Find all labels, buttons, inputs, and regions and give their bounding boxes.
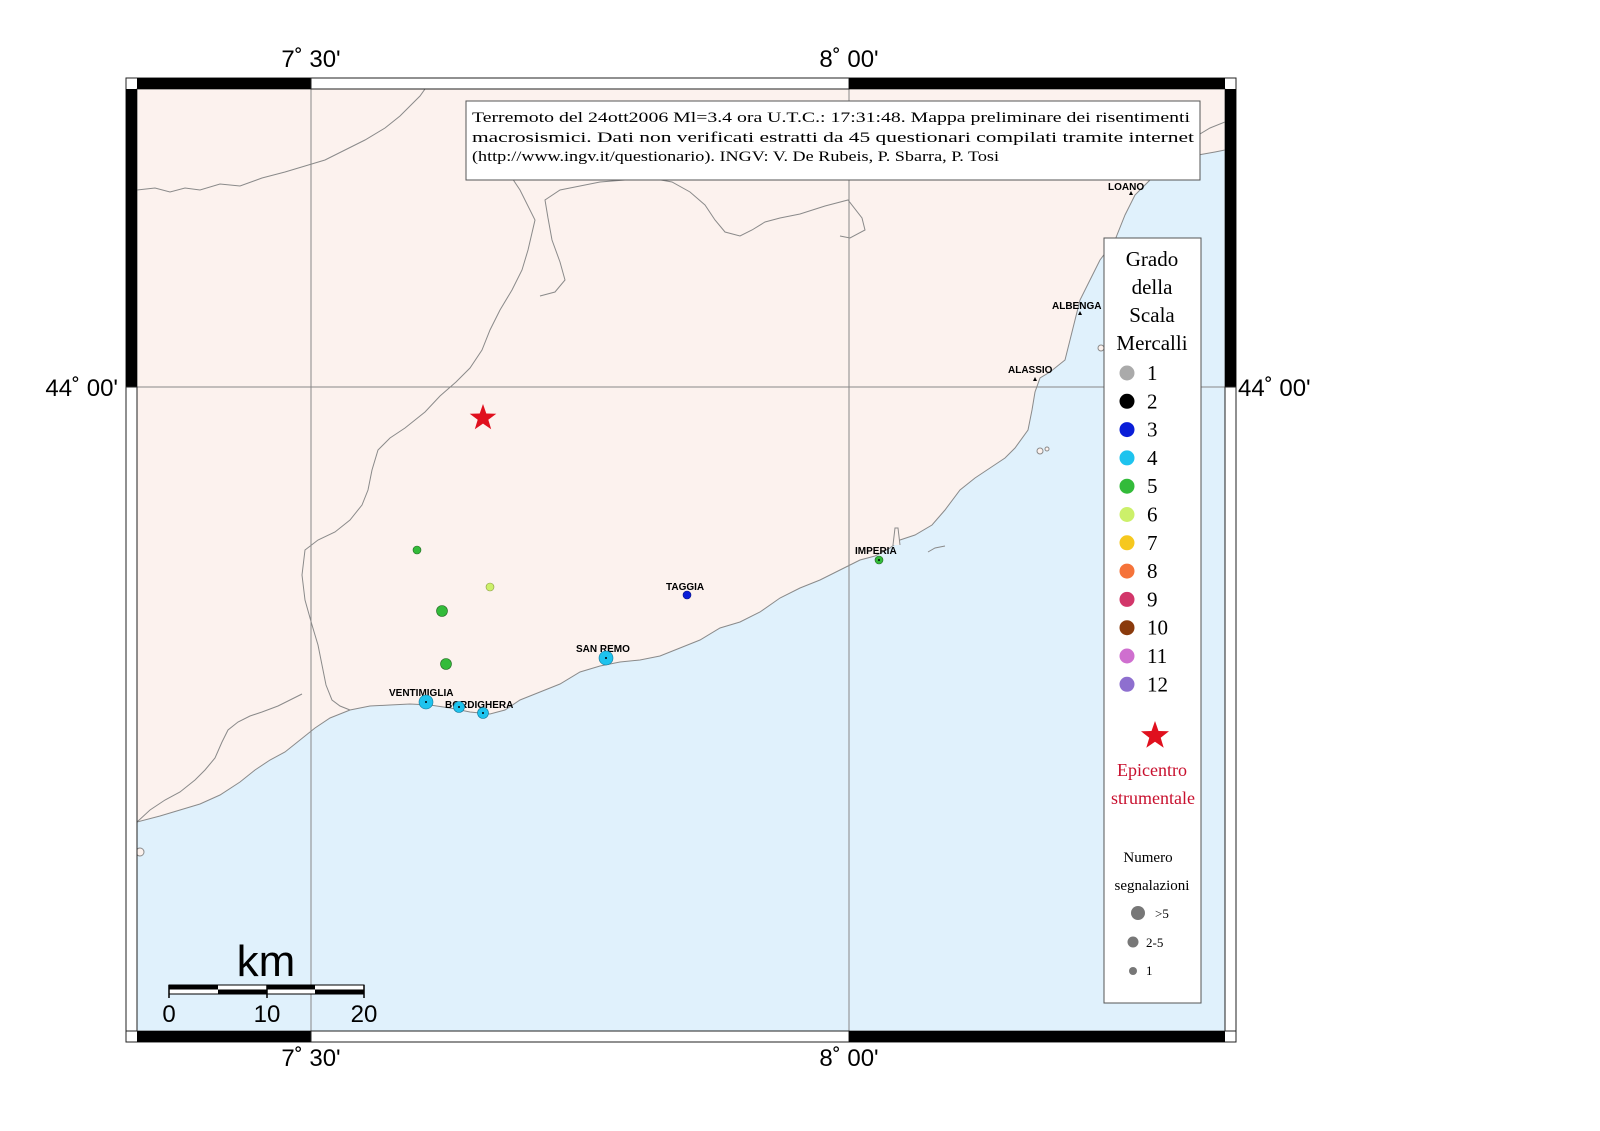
scale-bar: km 0 10 20 bbox=[162, 937, 377, 1028]
legend-count-dot-medium bbox=[1127, 936, 1139, 948]
lat-label-right: 44˚ 00' bbox=[1238, 375, 1311, 402]
legend-epicenter-label-line2: strumentale bbox=[1111, 788, 1195, 808]
town-label-sanremo: SAN REMO bbox=[576, 644, 630, 655]
lon-label-top-730: 7˚ 30' bbox=[281, 46, 340, 73]
legend-title-line2: della bbox=[1132, 275, 1173, 299]
info-box: Terremoto del 24ott2006 Ml=3.4 ora U.T.C… bbox=[465, 100, 1201, 181]
town-marker-alassio bbox=[1033, 377, 1037, 381]
town-marker-loano bbox=[1129, 191, 1133, 195]
town-marker-albenga bbox=[1078, 311, 1082, 315]
legend-grade-dot-3 bbox=[1119, 422, 1135, 438]
lon-label-bottom-730: 7˚ 30' bbox=[281, 1045, 340, 1072]
harbour-pier bbox=[892, 527, 901, 546]
town-label-albenga: ALBENGA bbox=[1052, 301, 1101, 312]
legend-grade-label-12: 12 bbox=[1147, 672, 1168, 696]
legend-grade-dot-6 bbox=[1119, 507, 1135, 522]
obs-point-grade3 bbox=[682, 590, 692, 600]
legend-count-label-medium: 2-5 bbox=[1146, 935, 1163, 950]
coast-detail bbox=[927, 545, 946, 553]
legend-grade-label-5: 5 bbox=[1147, 474, 1158, 498]
legend-grade-dot-10 bbox=[1119, 620, 1135, 636]
town-label-loano: LOANO bbox=[1108, 182, 1144, 193]
scale-bar-tick-20: 20 bbox=[351, 1001, 378, 1028]
legend-grade-label-7: 7 bbox=[1147, 531, 1158, 555]
islet bbox=[137, 847, 145, 857]
town-label-imperia: IMPERIA bbox=[855, 546, 897, 557]
legend-grade-label-6: 6 bbox=[1147, 503, 1158, 527]
legend-epicenter-label-line1: Epicentro bbox=[1117, 760, 1187, 780]
lon-label-top-800: 8˚ 00' bbox=[819, 46, 878, 73]
legend-grade-label-11: 11 bbox=[1147, 644, 1167, 668]
legend-title-line4: Mercalli bbox=[1116, 331, 1187, 355]
info-text-line2: macrosismici. Dati non verificati estrat… bbox=[472, 130, 1194, 146]
obs-point-grade6 bbox=[485, 582, 495, 592]
observation-points bbox=[412, 545, 884, 719]
lon-label-bottom-800: 8˚ 00' bbox=[819, 1045, 878, 1072]
town-label-ventimiglia: VENTIMIGLIA bbox=[389, 688, 453, 699]
legend-grade-dot-1 bbox=[1119, 365, 1135, 381]
legend-title-line1: Grado bbox=[1126, 247, 1178, 271]
legend-count-dot-small bbox=[1129, 967, 1137, 975]
legend-grade-label-8: 8 bbox=[1147, 559, 1158, 583]
scale-bar-unit: km bbox=[237, 937, 296, 986]
legend-count-dot-large bbox=[1131, 906, 1145, 920]
legend-grade-dot-12 bbox=[1119, 676, 1135, 692]
legend-grade-label-1: 1 bbox=[1147, 361, 1158, 385]
legend-count-label-large: >5 bbox=[1155, 906, 1169, 921]
obs-point-grade5 bbox=[412, 545, 422, 555]
info-text-line1: Terremoto del 24ott2006 Ml=3.4 ora U.T.C… bbox=[472, 110, 1190, 126]
legend-grade-dot-4 bbox=[1119, 450, 1135, 466]
legend-grade-dot-5 bbox=[1119, 478, 1135, 494]
scale-bar-tick-0: 0 bbox=[162, 1001, 175, 1028]
legend-grade-dot-2 bbox=[1119, 393, 1135, 409]
lat-label-left: 44˚ 00' bbox=[45, 375, 118, 402]
legend-count-label-small: 1 bbox=[1146, 963, 1153, 978]
obs-point-grade5 bbox=[436, 605, 448, 617]
regional-border bbox=[137, 693, 303, 823]
legend-grade-label-3: 3 bbox=[1147, 418, 1158, 442]
islet bbox=[1097, 344, 1105, 352]
legend-grade-label-4: 4 bbox=[1147, 446, 1158, 470]
legend-box bbox=[1103, 237, 1202, 1004]
town-markers: LOANO ALBENGA ALASSIO IMPERIA TAGGIA SAN… bbox=[389, 182, 1144, 711]
obs-point-grade5 bbox=[440, 658, 452, 670]
legend-grade-dot-9 bbox=[1119, 591, 1135, 607]
town-label-bordighera: BORDIGHERA bbox=[445, 700, 513, 711]
legend-grade-dot-8 bbox=[1119, 563, 1135, 579]
legend-count-title-line2: segnalazioni bbox=[1115, 878, 1190, 894]
land-area bbox=[137, 89, 1225, 823]
legend-count-title-line1: Numero bbox=[1123, 850, 1172, 866]
legend: Grado della Scala Mercalli 1234567891011… bbox=[1103, 237, 1202, 1004]
islet bbox=[1044, 446, 1050, 452]
town-label-taggia: TAGGIA bbox=[666, 582, 704, 593]
legend-epicenter-star bbox=[1141, 721, 1169, 748]
town-label-alassio: ALASSIO bbox=[1008, 365, 1053, 376]
info-text-line3: (http://www.ingv.it/questionario). INGV:… bbox=[472, 149, 999, 165]
legend-grade-label-10: 10 bbox=[1147, 616, 1168, 640]
frame-checker bbox=[125, 77, 1237, 1043]
islet bbox=[1036, 447, 1044, 455]
legend-grade-label-9: 9 bbox=[1147, 587, 1158, 611]
scale-bar-tick-10: 10 bbox=[254, 1001, 281, 1028]
legend-grade-dot-11 bbox=[1119, 648, 1135, 664]
legend-grade-label-2: 2 bbox=[1147, 389, 1158, 413]
national-border bbox=[137, 89, 536, 711]
legend-title-line3: Scala bbox=[1129, 303, 1175, 327]
epicenter-star bbox=[469, 404, 497, 430]
regional-border-north bbox=[539, 177, 866, 297]
legend-grade-dot-7 bbox=[1119, 535, 1135, 551]
